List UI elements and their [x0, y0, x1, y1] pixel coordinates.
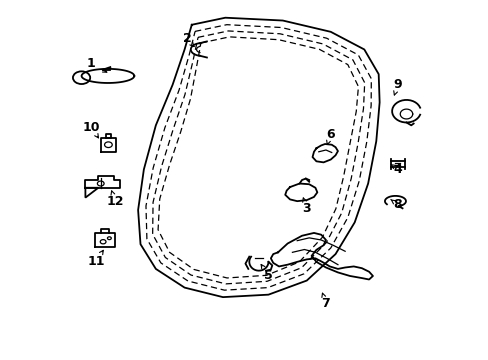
Text: 12: 12 [106, 195, 123, 208]
Text: 6: 6 [326, 128, 334, 141]
Text: 8: 8 [393, 198, 401, 211]
Text: 5: 5 [264, 269, 272, 282]
Text: 2: 2 [182, 32, 191, 45]
Text: 11: 11 [87, 255, 104, 267]
Text: 7: 7 [321, 297, 330, 310]
Text: 9: 9 [393, 78, 401, 91]
Text: 3: 3 [302, 202, 310, 215]
Text: 4: 4 [393, 163, 402, 176]
Text: 10: 10 [82, 121, 100, 134]
Text: 1: 1 [86, 57, 95, 70]
Polygon shape [85, 188, 98, 198]
